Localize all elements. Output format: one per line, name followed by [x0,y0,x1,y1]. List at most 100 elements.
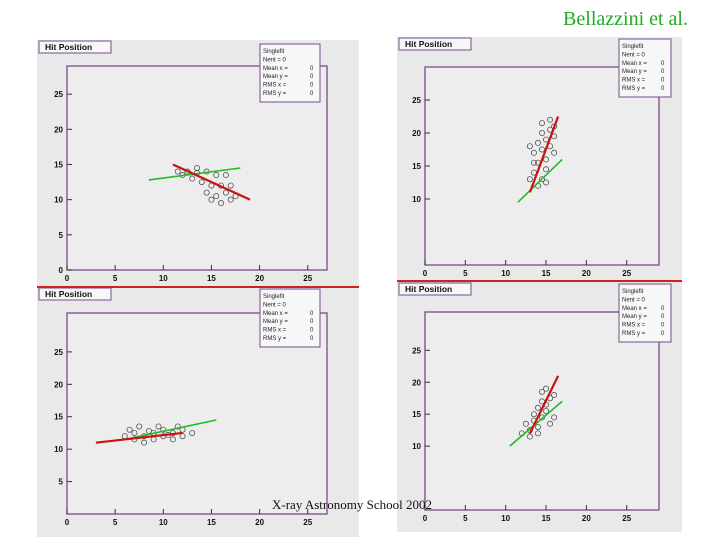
hit-point [222,189,229,196]
x-tick-label: 25 [622,269,631,278]
stats-line: Mean y = [263,74,288,80]
hit-point [538,130,545,137]
hit-point [155,423,162,430]
stats-box [618,283,672,343]
hit-point [547,420,554,427]
hit-point [543,385,550,392]
y-tick-label: 10 [54,445,63,454]
hit-point [538,146,545,153]
stats-value: 0 [310,74,314,80]
hit-point [136,423,143,430]
hit-point [551,392,558,399]
stats-line: Singlefit [263,49,285,55]
hit-point [174,423,181,430]
x-tick-label: 25 [303,274,312,283]
hit-point [131,429,138,436]
y-tick-label: 5 [59,478,64,487]
chart-title: Hit Position [45,42,92,52]
stats-value: 0 [661,331,665,337]
stats-value: 0 [310,328,314,334]
stats-value: 0 [661,69,665,75]
red-track-line [172,163,251,201]
hit-point [543,166,550,173]
green-track-line [517,158,563,203]
y-tick-label: 10 [54,196,63,205]
hit-point [530,159,537,166]
stats-line: Mean y = [622,314,647,320]
y-tick-label: 20 [54,380,63,389]
x-tick-label: 0 [65,274,70,283]
stats-line: Singlefit [622,289,644,295]
stats-value: 0 [661,314,665,320]
x-tick-label: 15 [542,514,551,523]
hit-point [126,426,133,433]
hit-position-panel-bottom-left: Hit Position Singlefit Nent = 0 Mean x = 0 Me… [37,287,359,537]
green-track-line [124,419,217,441]
red-track-line [528,116,560,193]
hit-point [534,139,541,146]
chart-title: Hit Position [405,284,452,294]
panel-divider-right [397,280,682,282]
stats-line: RMS y = [622,86,646,92]
y-tick-label: 15 [412,410,421,419]
x-tick-label: 10 [501,514,510,523]
hit-point [227,196,234,203]
hit-point [189,429,196,436]
stats-line: RMS x = [263,328,287,334]
hit-point [534,404,541,411]
x-tick-label: 5 [463,514,468,523]
title-box [398,37,472,51]
x-tick-label: 15 [207,274,216,283]
red-track-line [95,431,183,444]
x-tick-label: 25 [622,514,631,523]
x-tick-label: 0 [65,518,70,527]
x-tick-label: 15 [542,269,551,278]
hit-point [526,176,533,183]
stats-line: RMS y = [263,336,287,342]
stats-box [259,288,321,348]
hit-position-chart: Hit Position Singlefit Nent = 0 Mean x = 0 Me… [38,40,328,283]
stats-value: 0 [310,336,314,342]
stats-value: 0 [310,83,314,89]
stats-line: Nent = 0 [622,297,646,303]
x-tick-label: 20 [255,518,264,527]
stats-line: Singlefit [263,294,285,300]
hit-point [141,439,148,446]
hit-point [530,411,537,418]
hit-point [174,168,181,175]
footer-text: X-ray Astronomy School 2002 [272,497,432,512]
stats-line: Mean y = [622,69,647,75]
stats-value: 0 [661,78,665,84]
hit-point [189,175,196,182]
x-tick-label: 0 [423,514,428,523]
y-tick-label: 25 [412,346,421,355]
stats-line: RMS y = [263,91,287,97]
y-tick-label: 15 [412,162,421,171]
hit-point [208,196,215,203]
stats-line: Singlefit [622,44,644,50]
y-tick-label: 25 [54,90,63,99]
hit-position-panel-bottom-right: Hit Position Singlefit Nent = 0 Mean x = 0 Me… [397,282,682,532]
stats-line: Mean y = [263,319,288,325]
hit-point [543,408,550,415]
stats-line: Nent = 0 [263,57,287,63]
title-box [38,287,112,301]
hit-point [538,120,545,127]
hit-point [526,143,533,150]
red-track-line [528,375,560,434]
x-tick-label: 10 [501,269,510,278]
plot-frame [424,66,660,266]
hit-point [203,189,210,196]
stats-line: RMS x = [622,323,646,329]
hit-position-chart: Hit Position Singlefit Nent = 0 Mean x = 0 Me… [398,37,672,278]
hit-point [551,149,558,156]
hit-point [543,179,550,186]
stats-line: Nent = 0 [622,52,646,58]
hit-point [534,430,541,437]
stats-value: 0 [661,323,665,329]
hit-position-chart: Hit Position Singlefit Nent = 0 Mean x = 0 Me… [38,287,328,527]
x-tick-label: 15 [207,518,216,527]
y-tick-label: 25 [54,348,63,357]
hit-point [547,116,554,123]
y-tick-label: 20 [412,378,421,387]
